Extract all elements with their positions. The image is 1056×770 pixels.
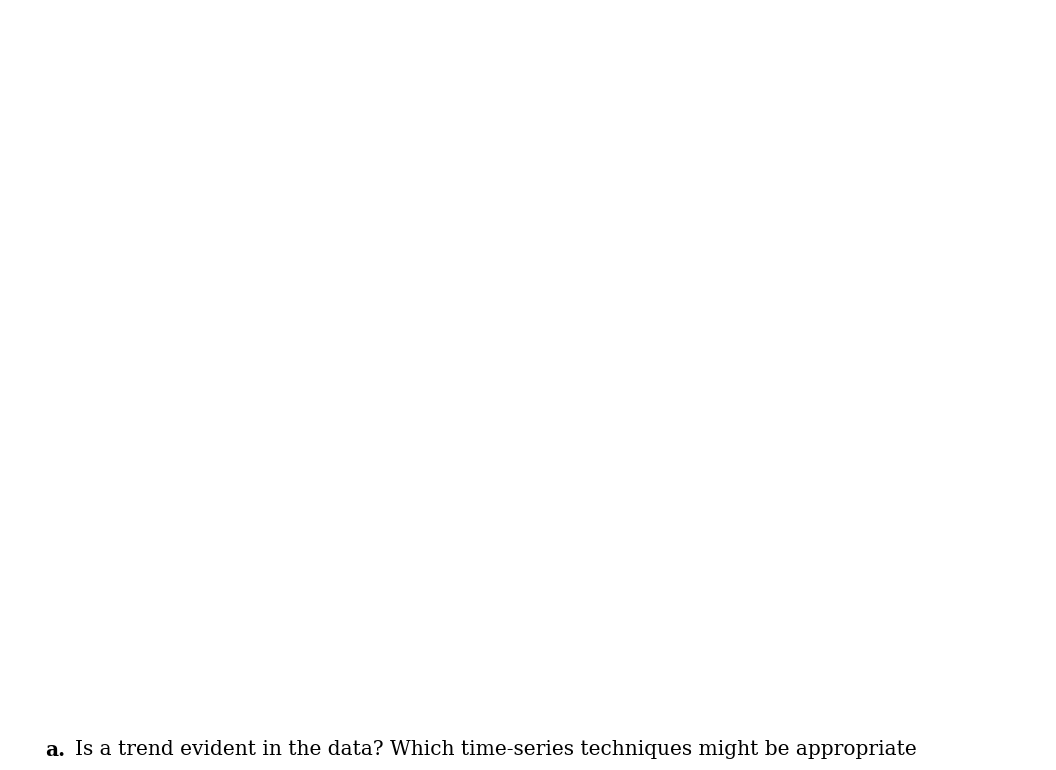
Text: a.: a. <box>45 740 65 760</box>
Text: Is a trend evident in the data? Which time-series techniques might be appropriat: Is a trend evident in the data? Which ti… <box>75 740 917 759</box>
